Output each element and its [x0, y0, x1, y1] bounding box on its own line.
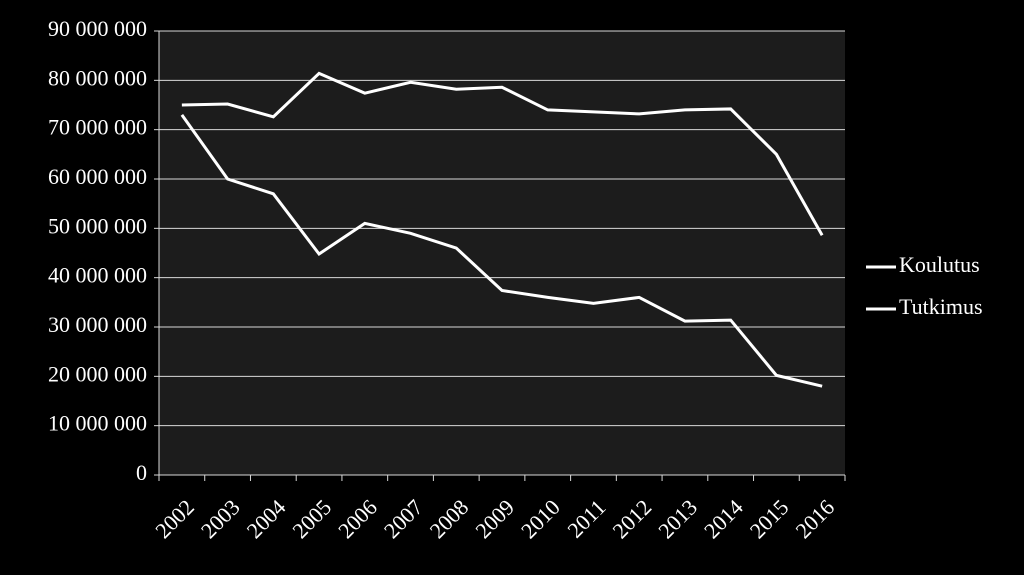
data-line: [180, 113, 823, 388]
legend-label: Tutkimus: [899, 294, 983, 319]
data-line: [181, 71, 824, 236]
y-tick-label: 60 000 000: [48, 164, 147, 189]
y-tick-label: 30 000 000: [48, 312, 147, 337]
y-tick-label: 10 000 000: [48, 411, 147, 436]
plot-area: [159, 31, 845, 475]
legend-label: Koulutus: [899, 252, 980, 277]
y-tick-label: 0: [136, 460, 147, 485]
y-tick-label: 40 000 000: [48, 263, 147, 288]
y-tick-label: 70 000 000: [48, 115, 147, 140]
y-tick-label: 80 000 000: [48, 65, 147, 90]
y-tick-label: 90 000 000: [48, 16, 147, 41]
y-tick-label: 20 000 000: [48, 361, 147, 386]
y-tick-label: 50 000 000: [48, 213, 147, 238]
